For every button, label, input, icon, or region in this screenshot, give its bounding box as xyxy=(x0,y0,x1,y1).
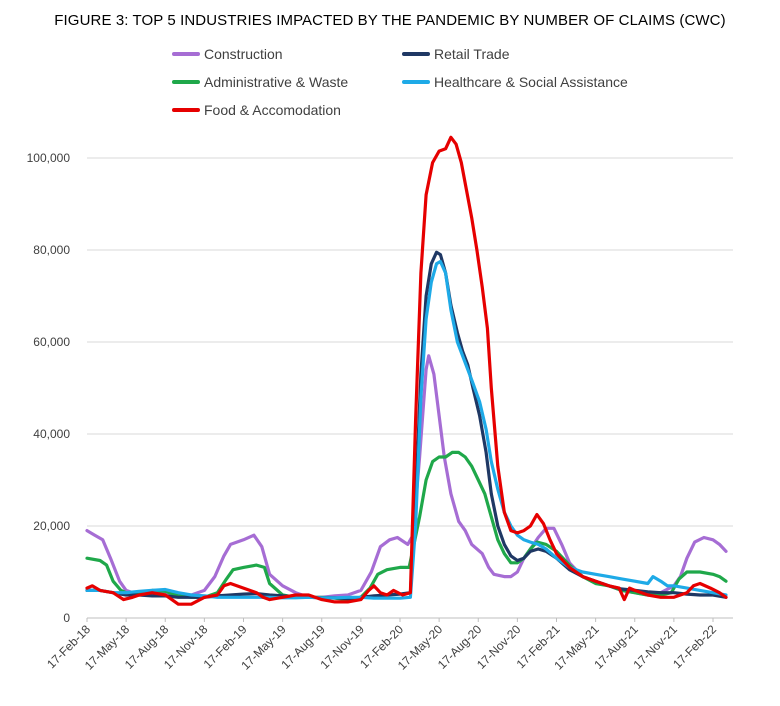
series-line-construction xyxy=(85,354,728,599)
legend-swatch xyxy=(402,52,430,56)
x-tick-label: 17-Feb-22 xyxy=(670,622,719,671)
legend-label: Healthcare & Social Assistance xyxy=(434,74,628,90)
chart-title: FIGURE 3: TOP 5 INDUSTRIES IMPACTED BY T… xyxy=(54,12,726,29)
y-tick-label: 20,000 xyxy=(33,519,70,533)
legend-swatch xyxy=(402,80,430,84)
x-axis: 17-Feb-1817-May-1817-Aug-1817-Nov-1817-F… xyxy=(44,618,719,673)
y-axis: 0 20,000 40,000 60,000 80,000 100,000 xyxy=(27,151,71,625)
legend-label: Retail Trade xyxy=(434,46,510,62)
series-line-food-accomodation xyxy=(85,135,728,606)
y-tick-label: 80,000 xyxy=(33,243,70,257)
y-tick-label: 40,000 xyxy=(33,427,70,441)
y-tick-label: 60,000 xyxy=(33,335,70,349)
legend-label: Food & Accomodation xyxy=(204,102,341,118)
gridlines xyxy=(87,157,733,619)
legend-label: Construction xyxy=(204,46,283,62)
series-line-healthcare-social-assistance xyxy=(85,259,728,600)
series-line-retail-trade xyxy=(85,250,728,601)
series-lines xyxy=(85,135,728,606)
legend-swatch xyxy=(172,108,200,112)
legend-swatch xyxy=(172,80,200,84)
y-tick-label: 0 xyxy=(63,611,70,625)
y-tick-label: 100,000 xyxy=(27,151,71,165)
legend-swatch xyxy=(172,52,200,56)
legend-label: Administrative & Waste xyxy=(204,74,349,90)
